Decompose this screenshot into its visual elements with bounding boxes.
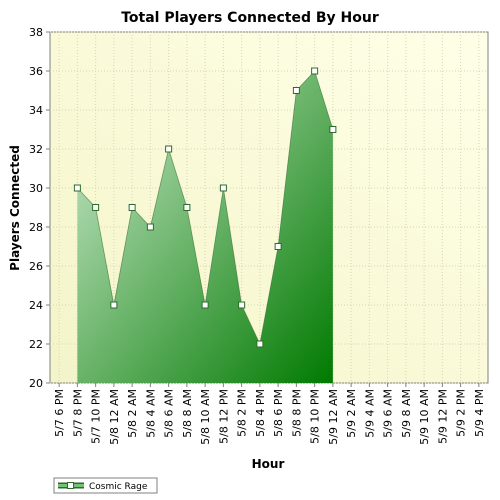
- x-tick-label: 5/8 2 PM: [236, 389, 249, 437]
- chart-title: Total Players Connected By Hour: [121, 10, 379, 26]
- y-tick-label: 32: [29, 143, 43, 156]
- x-tick-label: 5/8 12 PM: [217, 389, 230, 444]
- series-markers: [73, 67, 337, 348]
- x-tick-label: 5/8 8 PM: [290, 389, 303, 437]
- data-point: [329, 126, 337, 133]
- y-tick-label: 34: [29, 104, 43, 117]
- x-tick-label: 5/9 10 AM: [418, 389, 431, 445]
- y-tick-label: 38: [29, 26, 43, 39]
- x-tick-label: 5/8 4 AM: [144, 389, 157, 438]
- series-area-fill: [77, 71, 333, 383]
- x-tick-label: 5/9 12 PM: [436, 389, 449, 444]
- data-point: [110, 301, 118, 309]
- x-tick-label: 5/9 4 AM: [363, 389, 376, 438]
- x-tick-label: 5/8 4 PM: [254, 389, 267, 437]
- legend-label: Cosmic Rage: [89, 482, 148, 492]
- y-tick-label: 30: [29, 182, 43, 195]
- data-point: [128, 204, 136, 211]
- data-point: [73, 184, 81, 192]
- x-tick-label: 5/8 10 AM: [199, 389, 212, 445]
- y-axis: 20 22 24 26 28 30 32 34 36 38: [29, 26, 50, 390]
- x-tick-label: 5/9 12 AM: [327, 389, 340, 445]
- x-tick-label: 5/7 6 PM: [53, 389, 66, 437]
- x-tick-label: 5/8 2 AM: [126, 389, 139, 438]
- x-tick-label: 5/9 6 AM: [382, 389, 395, 438]
- y-tick-label: 22: [29, 338, 43, 351]
- data-point: [311, 67, 319, 75]
- x-tick-label: 5/9 8 AM: [400, 389, 413, 438]
- x-tick-label: 5/8 8 AM: [181, 389, 194, 438]
- x-tick-label: 5/8 6 AM: [163, 389, 176, 438]
- y-tick-label: 36: [29, 65, 43, 78]
- data-point: [146, 223, 154, 231]
- legend-swatch-marker: [67, 482, 74, 489]
- x-tick-label: 5/8 12 AM: [108, 389, 121, 445]
- y-axis-label: Players Connected: [8, 145, 22, 271]
- x-tick-label: 5/8 10 PM: [309, 389, 322, 444]
- y-tick-label: 28: [29, 221, 43, 234]
- x-tick-label: 5/9 4 PM: [473, 389, 486, 437]
- x-tick-label: 5/7 8 PM: [71, 389, 84, 437]
- data-point: [165, 145, 173, 153]
- x-tick-label: 5/9 2 PM: [455, 389, 468, 437]
- data-point: [219, 184, 227, 192]
- data-point: [92, 204, 100, 211]
- y-tick-label: 24: [29, 299, 43, 312]
- x-tick-label: 5/8 6 PM: [272, 389, 285, 437]
- y-tick-label: 26: [29, 260, 43, 273]
- x-axis-label: Hour: [252, 457, 285, 471]
- x-tick-label: 5/9 2 AM: [345, 389, 358, 438]
- data-point: [238, 301, 246, 309]
- data-point: [292, 87, 300, 94]
- x-axis: 5/7 6 PM 5/7 8 PM 5/7 10 PM 5/8 12 AM 5/8 2 …: [53, 383, 486, 445]
- data-point: [274, 243, 282, 250]
- x-tick-label: 5/7 10 PM: [90, 389, 103, 444]
- legend-box: [53, 477, 158, 494]
- data-point: [183, 204, 191, 211]
- y-tick-label: 20: [29, 377, 43, 390]
- data-point: [201, 301, 209, 309]
- legend: Cosmic Rage: [53, 477, 158, 494]
- data-point: [256, 340, 264, 348]
